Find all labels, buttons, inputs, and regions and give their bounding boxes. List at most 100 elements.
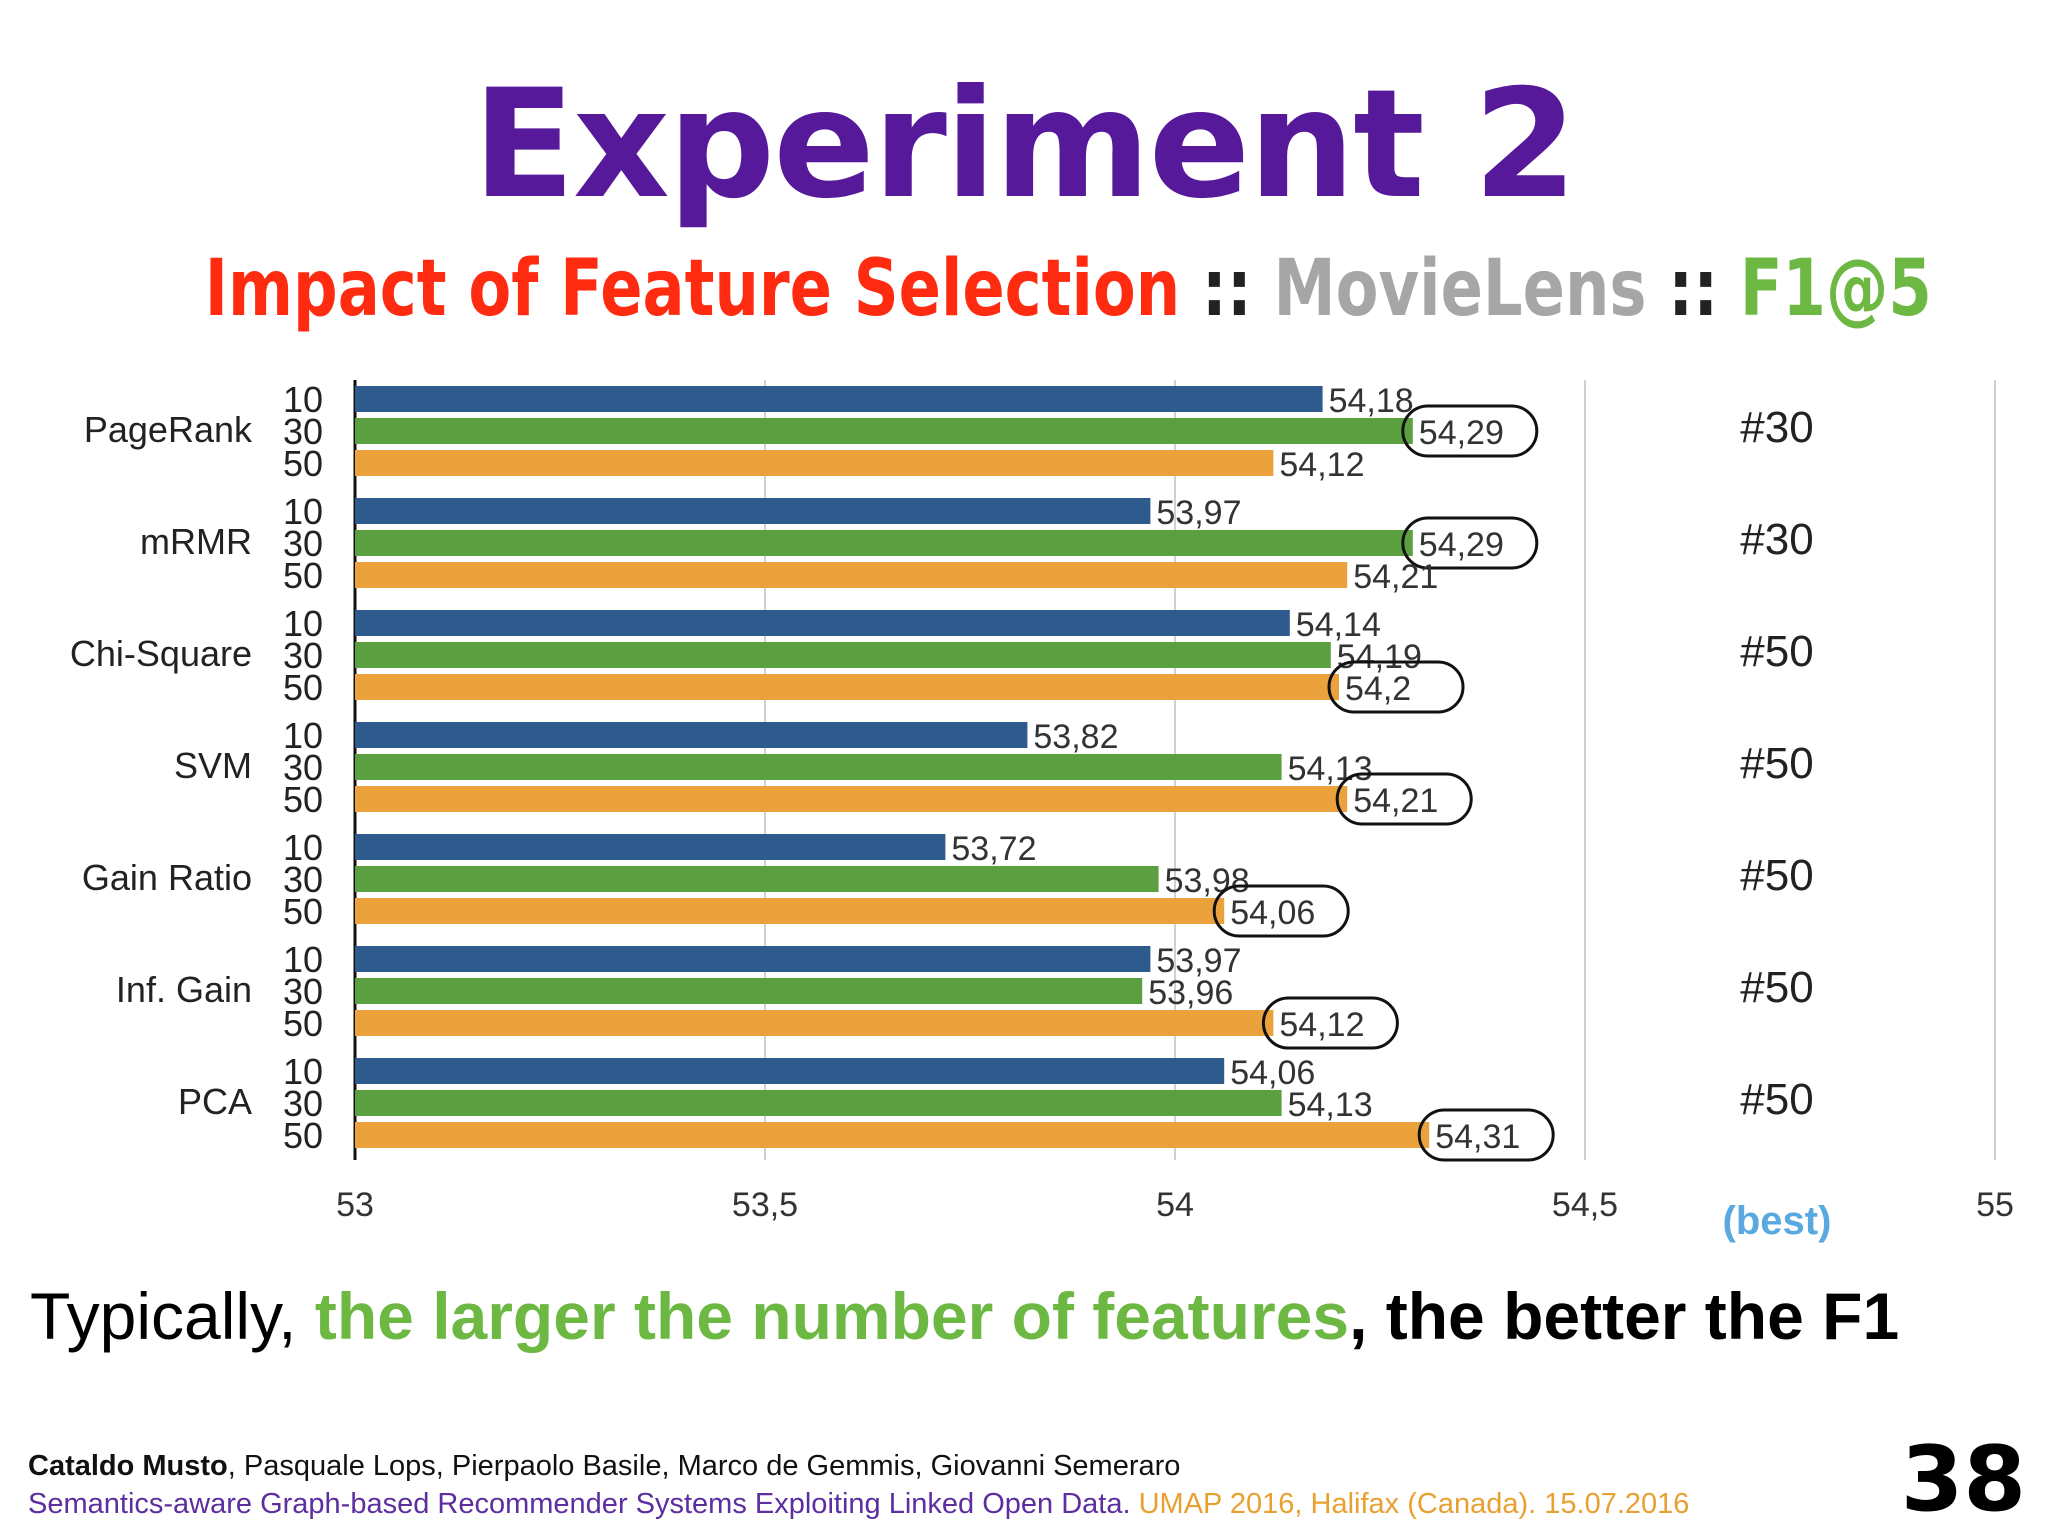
subtitle-metric: F1@5 (1739, 244, 1932, 334)
subtitle-separator: :: (1180, 244, 1274, 334)
k-label: 30 (283, 411, 323, 452)
k-label: 50 (283, 555, 323, 596)
slide-subtitle: Impact of Feature Selection :: MovieLens… (205, 250, 1932, 328)
bar-value-label: 54,18 (1329, 382, 1414, 420)
best-k-label: #30 (1740, 403, 1813, 452)
bar-value-label: 54,31 (1435, 1118, 1520, 1156)
subtitle-separator: :: (1646, 244, 1740, 334)
bar-30 (355, 642, 1331, 668)
bar-50 (355, 898, 1225, 924)
best-highlight-ellipse (1401, 516, 1539, 570)
best-column-label: (best) (1723, 1199, 1832, 1243)
bar-value-label: 53,98 (1165, 862, 1250, 900)
bar-value-label: 54,21 (1353, 558, 1438, 596)
bar-value-label: 54,06 (1230, 1054, 1315, 1092)
bar-50 (355, 674, 1339, 700)
best-k-label: #50 (1740, 963, 1813, 1012)
best-highlight-ellipse (1335, 772, 1473, 826)
bar-50 (355, 786, 1348, 812)
k-label: 10 (283, 379, 323, 420)
lead-author: Cataldo Musto (28, 1450, 228, 1482)
bar-value-label: 54,13 (1288, 1086, 1373, 1124)
k-label: 10 (283, 715, 323, 756)
bar-value-label: 54,29 (1419, 526, 1504, 564)
bar-10 (355, 386, 1323, 412)
x-tick-label: 55 (1976, 1186, 2014, 1224)
k-label: 10 (283, 1051, 323, 1092)
page-number: 38 (1900, 1427, 2026, 1532)
bar-10 (355, 722, 1028, 748)
k-label: 30 (283, 747, 323, 788)
k-label: 30 (283, 635, 323, 676)
best-k-label: #50 (1740, 1075, 1813, 1124)
subtitle-topic: Impact of Feature Selection (204, 244, 1181, 334)
bar-value-label: 54,14 (1296, 606, 1381, 644)
bar-value-label: 54,2 (1345, 670, 1411, 708)
bar-30 (355, 418, 1413, 444)
k-label: 10 (283, 827, 323, 868)
takeaway-text: Typically, the larger the number of feat… (30, 1283, 1899, 1349)
group-label: mRMR (140, 521, 252, 562)
venue-info: UMAP 2016, Halifax (Canada). 15.07.2016 (1130, 1488, 1690, 1520)
bar-value-label: 53,72 (951, 830, 1036, 868)
k-label: 10 (283, 603, 323, 644)
takeaway-highlight: the larger the number of features (314, 1279, 1350, 1353)
bar-value-label: 53,97 (1156, 942, 1241, 980)
bar-value-label: 54,13 (1288, 750, 1373, 788)
best-k-label: #30 (1740, 515, 1813, 564)
best-k-label: #50 (1740, 627, 1813, 676)
slide-title: Experiment 2 (472, 58, 1578, 232)
group-label: SVM (174, 745, 252, 786)
group-label: Gain Ratio (82, 857, 252, 898)
bar-50 (355, 450, 1274, 476)
bar-30 (355, 866, 1159, 892)
x-tick-label: 53,5 (732, 1186, 798, 1224)
best-highlight-ellipse (1212, 884, 1350, 938)
bar-value-label: 54,21 (1353, 782, 1438, 820)
k-label: 10 (283, 491, 323, 532)
group-label: Chi-Square (70, 633, 252, 674)
footer-citation: Semantics-aware Graph-based Recommender … (28, 1488, 1689, 1521)
group-label: PageRank (84, 409, 253, 450)
best-highlight-ellipse (1327, 660, 1465, 714)
bar-value-label: 53,82 (1033, 718, 1118, 756)
takeaway-prefix: Typically, (30, 1279, 315, 1353)
x-tick-label: 54,5 (1552, 1186, 1618, 1224)
bar-10 (355, 610, 1290, 636)
k-label: 50 (283, 1003, 323, 1044)
bar-50 (355, 562, 1348, 588)
k-label: 30 (283, 971, 323, 1012)
k-label: 30 (283, 859, 323, 900)
bar-value-label: 54,19 (1337, 638, 1422, 676)
k-label: 50 (283, 779, 323, 820)
k-label: 10 (283, 939, 323, 980)
best-highlight-ellipse (1417, 1108, 1555, 1162)
k-label: 50 (283, 667, 323, 708)
k-label: 30 (283, 1083, 323, 1124)
bar-10 (355, 834, 946, 860)
bar-chart: 53 53,5 54 54,5 55 PageRank 10 54,18 30 54,29 50 54… (70, 379, 2014, 1243)
k-label: 50 (283, 443, 323, 484)
best-k-label: #50 (1740, 851, 1813, 900)
subtitle-dataset: MovieLens (1273, 244, 1647, 334)
best-highlight-ellipse (1261, 996, 1399, 1050)
bar-50 (355, 1122, 1430, 1148)
bar-value-label: 54,06 (1230, 894, 1315, 932)
bar-value-label: 54,29 (1419, 414, 1504, 452)
x-tick-label: 53 (336, 1186, 374, 1224)
bar-30 (355, 1090, 1282, 1116)
bar-10 (355, 946, 1151, 972)
bar-30 (355, 530, 1413, 556)
k-label: 50 (283, 891, 323, 932)
co-authors: , Pasquale Lops, Pierpaolo Basile, Marco… (227, 1450, 1181, 1482)
bar-10 (355, 1058, 1225, 1084)
k-label: 50 (283, 1115, 323, 1156)
bar-10 (355, 498, 1151, 524)
best-highlight-ellipse (1401, 404, 1539, 458)
group-label: Inf. Gain (116, 969, 252, 1010)
bar-30 (355, 978, 1143, 1004)
takeaway-suffix: , the better the F1 (1349, 1279, 1900, 1353)
best-k-label: #50 (1740, 739, 1813, 788)
bar-value-label: 53,96 (1148, 974, 1233, 1012)
paper-title: Semantics-aware Graph-based Recommender … (28, 1488, 1131, 1520)
